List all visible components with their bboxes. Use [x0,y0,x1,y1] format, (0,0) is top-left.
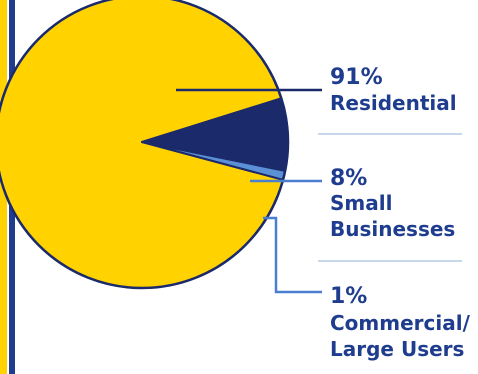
slice-name-label: Businesses [330,217,455,241]
slice-name-label: Small [330,191,392,215]
label-separators [318,133,462,262]
slice-value-label: 91% [330,65,383,90]
slice-name-label: Large Users [330,337,464,361]
slice-name-label: Residential [330,91,457,115]
label-small-businesses: 8% Small Businesses [330,166,455,241]
label-residential: 91% Residential [330,65,457,115]
label-commercial-large-users: 1% Commercial/ Large Users [330,284,471,361]
leader-lines [176,88,322,294]
pie-outline [0,0,290,290]
leader-line-commercial [263,216,322,294]
pie-slices [0,0,290,290]
slice-value-label: 8% [330,166,367,191]
slice-name-label: Commercial/ [330,311,471,335]
slice-value-label: 1% [330,284,367,309]
